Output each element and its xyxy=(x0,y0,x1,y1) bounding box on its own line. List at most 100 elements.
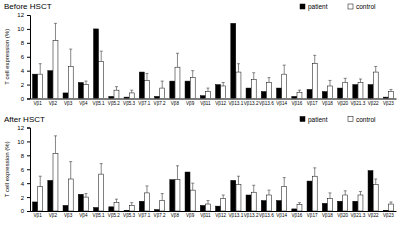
error-bar-cap xyxy=(176,53,179,54)
x-tick: Vβ22 xyxy=(368,99,379,106)
error-bar-stem xyxy=(40,176,41,186)
error-bar xyxy=(115,87,118,90)
x-tick-label: Vβ22 xyxy=(368,213,379,218)
x-tick: Vβ1 xyxy=(33,211,42,218)
x-tick-label: Vβ20 xyxy=(337,101,348,106)
error-bar-stem xyxy=(360,192,361,195)
bar xyxy=(373,185,378,211)
error-bar xyxy=(222,195,225,198)
x-tick: Vβ13.1 xyxy=(229,99,244,106)
bar xyxy=(292,96,297,98)
error-bar-stem xyxy=(329,193,330,199)
error-bar xyxy=(69,162,72,179)
bar xyxy=(94,208,99,211)
error-bar xyxy=(191,71,194,78)
x-tick-label: Vβ9 xyxy=(186,101,195,106)
x-tick: Vβ9 xyxy=(186,99,195,106)
error-bar-cap xyxy=(344,190,347,191)
bar xyxy=(231,23,236,98)
x-tick: Vβ18 xyxy=(322,99,333,106)
bar xyxy=(297,92,302,98)
bar xyxy=(322,203,327,211)
plot: 024681012Vβ1Vβ2Vβ3Vβ4Vβ5.1Vβ5.2Vβ5.3Vβ7.… xyxy=(17,12,396,105)
x-tick: Vβ7.2 xyxy=(154,211,167,218)
error-bar-stem xyxy=(253,185,254,192)
bar xyxy=(94,29,99,99)
marks xyxy=(33,136,394,211)
error-bar xyxy=(374,179,377,185)
bar xyxy=(277,88,282,98)
bar xyxy=(328,198,333,211)
x-tick: Vβ5.3 xyxy=(123,211,136,218)
y-tick: 12 xyxy=(17,12,30,18)
error-bar-cap xyxy=(267,190,270,191)
x-tick: Vβ4 xyxy=(79,211,88,218)
x-tick: Vβ7.1 xyxy=(138,211,151,218)
x-tick-label: Vβ7.2 xyxy=(154,213,167,218)
panel: 024681012Vβ1Vβ2Vβ3Vβ4Vβ5.1Vβ5.2Vβ5.3Vβ7.… xyxy=(4,2,397,106)
bar xyxy=(68,66,73,98)
error-bar-cap xyxy=(54,23,57,24)
x-tick: Vβ5.1 xyxy=(93,99,106,106)
y-tick-label: 2 xyxy=(21,195,25,201)
bar xyxy=(84,85,89,99)
x-tick: Vβ5.3 xyxy=(123,99,136,106)
x-tick-label: Vβ4 xyxy=(79,213,88,218)
bar xyxy=(292,209,297,211)
bar xyxy=(307,89,312,98)
y-tick-mark xyxy=(27,141,30,142)
x-tick-label: Vβ17 xyxy=(307,101,318,106)
error-bar-stem xyxy=(101,51,102,61)
marks xyxy=(33,23,394,98)
x-tick-label: Vβ20 xyxy=(337,213,348,218)
y-tick-mark xyxy=(27,15,30,16)
error-bar-cap xyxy=(84,193,87,194)
y-tick-mark xyxy=(27,169,30,170)
error-bar-stem xyxy=(131,203,132,206)
y-tick-mark xyxy=(27,155,30,156)
error-bar-stem xyxy=(55,136,56,153)
error-bar-stem xyxy=(101,164,102,174)
error-bar-cap xyxy=(39,176,42,177)
error-bar-stem xyxy=(116,199,117,202)
error-bar-cap xyxy=(115,199,118,200)
bar xyxy=(267,195,272,211)
bar xyxy=(353,201,358,211)
bar xyxy=(251,80,256,99)
x-tick-label: Vβ18 xyxy=(322,213,333,218)
error-bar-cap xyxy=(283,177,286,178)
error-bar-cap xyxy=(283,65,286,66)
x-tick: Vβ13.2 xyxy=(244,211,259,218)
bar xyxy=(373,72,378,98)
bar xyxy=(99,174,104,211)
bar xyxy=(236,72,241,98)
x-tick-label: Vβ8 xyxy=(171,101,180,106)
bar xyxy=(175,180,180,211)
bar xyxy=(53,41,58,99)
error-bar xyxy=(252,185,255,192)
bar xyxy=(221,198,226,211)
error-bar-stem xyxy=(85,194,86,197)
error-bar xyxy=(84,81,87,84)
bar xyxy=(175,67,180,98)
bar xyxy=(160,201,165,211)
error-bar xyxy=(84,194,87,197)
bar xyxy=(343,82,348,98)
error-bar xyxy=(191,183,194,190)
x-tick: Vβ3 xyxy=(64,99,73,106)
error-bar-cap xyxy=(191,183,194,184)
bar xyxy=(114,203,119,211)
error-bar-cap xyxy=(267,77,270,78)
error-bar-stem xyxy=(253,73,254,80)
error-bar-cap xyxy=(222,82,225,83)
bar xyxy=(322,92,327,99)
x-tick: Vβ9 xyxy=(186,211,195,218)
error-bar-stem xyxy=(223,82,224,85)
bar xyxy=(63,205,68,211)
y-tick-label: 0 xyxy=(21,208,25,214)
error-bar-stem xyxy=(360,79,361,82)
bar xyxy=(124,210,129,211)
y-tick-mark xyxy=(27,183,30,184)
bar xyxy=(282,187,287,211)
error-bar-cap xyxy=(237,63,240,64)
